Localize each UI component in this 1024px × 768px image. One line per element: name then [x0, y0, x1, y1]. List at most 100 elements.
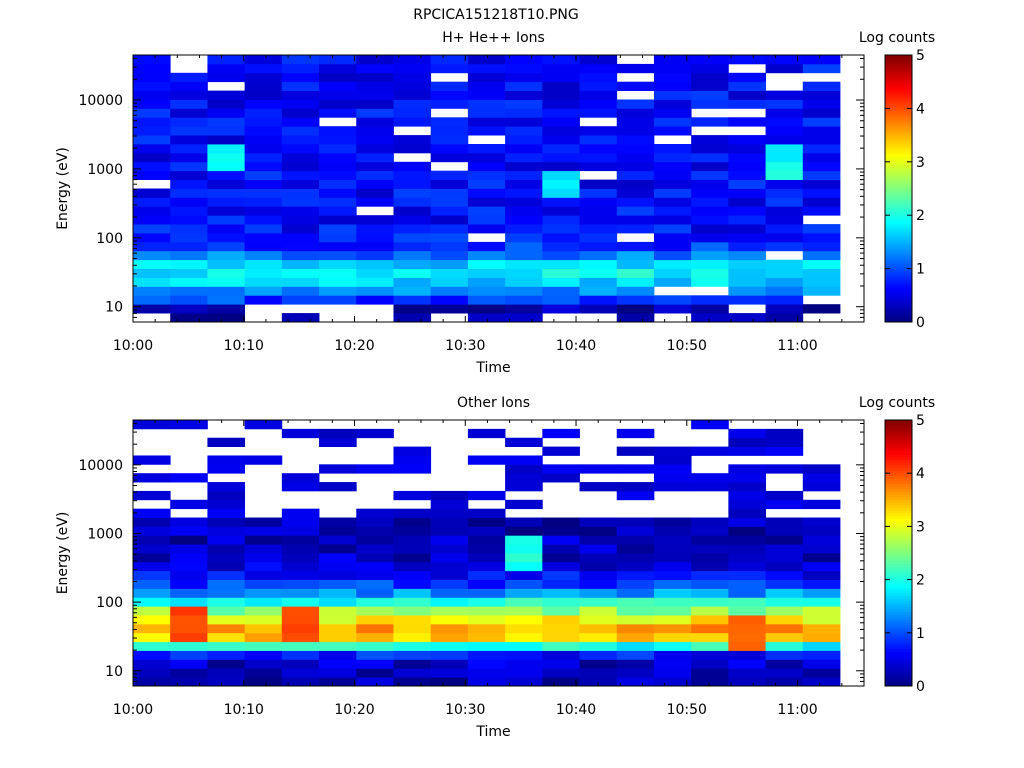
colorbar-segment	[885, 76, 912, 80]
colorbar: 0 1 2 3 4 5 Log counts	[859, 395, 935, 695]
heatmap-cell	[319, 632, 357, 643]
heatmap-cell	[542, 224, 580, 234]
heatmap-cell	[691, 250, 729, 261]
heatmap-cell	[430, 215, 469, 225]
heatmap-cell	[542, 188, 580, 198]
heatmap-cell	[467, 126, 506, 136]
colorbar-segment	[885, 97, 912, 101]
heatmap-cell	[505, 259, 543, 269]
heatmap-cell	[207, 179, 246, 189]
heatmap-cell	[207, 144, 246, 154]
heatmap-cell	[244, 455, 283, 465]
heatmap-cell	[207, 117, 246, 127]
heatmap-cell	[579, 677, 618, 687]
colorbar-segment	[885, 191, 912, 195]
colorbar-segment	[885, 662, 912, 666]
heatmap-cell	[579, 63, 618, 74]
colorbar-segment	[885, 462, 912, 466]
heatmap-cell	[691, 570, 729, 580]
heatmap-cell	[653, 677, 692, 687]
heatmap-cell	[281, 553, 320, 563]
heatmap-cell	[579, 188, 618, 198]
heatmap-cell	[579, 668, 618, 678]
colorbar-segment	[885, 678, 912, 682]
colorbar-segment	[885, 446, 912, 450]
heatmap-cell	[170, 286, 208, 296]
heatmap-cell	[393, 304, 432, 314]
heatmap-cell	[430, 99, 469, 109]
heatmap-cell	[356, 277, 394, 287]
heatmap-cell	[170, 517, 208, 527]
heatmap-cell	[467, 241, 506, 252]
heatmap-cell	[542, 277, 580, 287]
heatmap-cell	[430, 535, 469, 545]
heatmap-cell	[616, 623, 655, 634]
heatmap-cell	[765, 117, 804, 127]
heatmap-cell	[393, 197, 432, 207]
heatmap-cell	[244, 215, 283, 225]
colorbar-tick-label: 1	[916, 262, 925, 278]
colorbar-segment	[885, 196, 912, 200]
heatmap-cell	[281, 268, 320, 278]
heatmap-cell	[728, 561, 766, 572]
heatmap-cell	[281, 117, 320, 127]
heatmap-cell	[505, 632, 543, 643]
heatmap-cell	[244, 197, 283, 207]
heatmap-cell	[505, 81, 543, 91]
plot-frame	[132, 419, 865, 687]
heatmap-cell	[765, 437, 804, 447]
colorbar-segment	[885, 169, 912, 173]
heatmap-cell	[207, 241, 246, 252]
heatmap-cell	[728, 241, 766, 252]
heatmap-cell	[244, 90, 283, 100]
heatmap-cell	[467, 224, 506, 234]
heatmap-cell	[281, 615, 320, 625]
heatmap-cell	[653, 117, 692, 127]
heatmap-cell	[616, 561, 655, 572]
heatmap-cell	[505, 72, 543, 83]
heatmap-cell	[765, 428, 804, 439]
colorbar-segment	[885, 201, 912, 206]
heatmap-cell	[616, 535, 655, 545]
colorbar-segment	[885, 156, 912, 160]
colorbar-segment	[885, 137, 912, 141]
heatmap-cell	[653, 517, 692, 527]
heatmap-cell	[244, 597, 283, 607]
colorbar-tick-label: 3	[916, 519, 925, 535]
heatmap-cell	[393, 490, 432, 501]
heatmap-cell	[616, 99, 655, 109]
heatmap-cell	[393, 597, 432, 607]
heatmap-cell	[467, 570, 506, 580]
heatmap-cell	[281, 570, 320, 580]
colorbar-segment	[885, 228, 912, 232]
heatmap-cell	[691, 606, 729, 616]
heatmap-cell	[505, 535, 543, 545]
heatmap-cell	[319, 206, 357, 216]
heatmap-cell	[616, 588, 655, 598]
colorbar-segment	[885, 454, 912, 458]
heatmap-cell	[170, 420, 208, 430]
heatmap-cell	[505, 517, 543, 527]
heatmap-cell	[542, 304, 580, 314]
heatmap-cell	[319, 152, 357, 163]
colorbar-segment	[885, 598, 912, 602]
heatmap-cell	[356, 606, 394, 616]
heatmap-cell	[170, 144, 208, 154]
colorbar-segment	[885, 638, 912, 642]
heatmap-cell	[207, 650, 246, 660]
heatmap-cell	[319, 579, 357, 589]
heatmap-cell	[170, 72, 208, 83]
panels-container: H+ He++ Ions Time Energy (eV) 10:00 10:10 10:…	[55, 30, 935, 740]
heatmap-cell	[728, 170, 766, 180]
heatmap-cell	[319, 63, 357, 74]
heatmap-cell	[691, 99, 729, 109]
y-tick-label: 10000	[78, 93, 123, 109]
heatmap-cell	[653, 108, 692, 118]
heatmap-cell	[467, 428, 506, 439]
heatmap-cell	[430, 641, 469, 651]
heatmap-cell	[579, 233, 618, 243]
heatmap-cell	[691, 561, 729, 572]
heatmap-cell	[393, 313, 432, 323]
heatmap-cell	[616, 197, 655, 207]
x-tick-label: 10:50	[667, 338, 707, 354]
